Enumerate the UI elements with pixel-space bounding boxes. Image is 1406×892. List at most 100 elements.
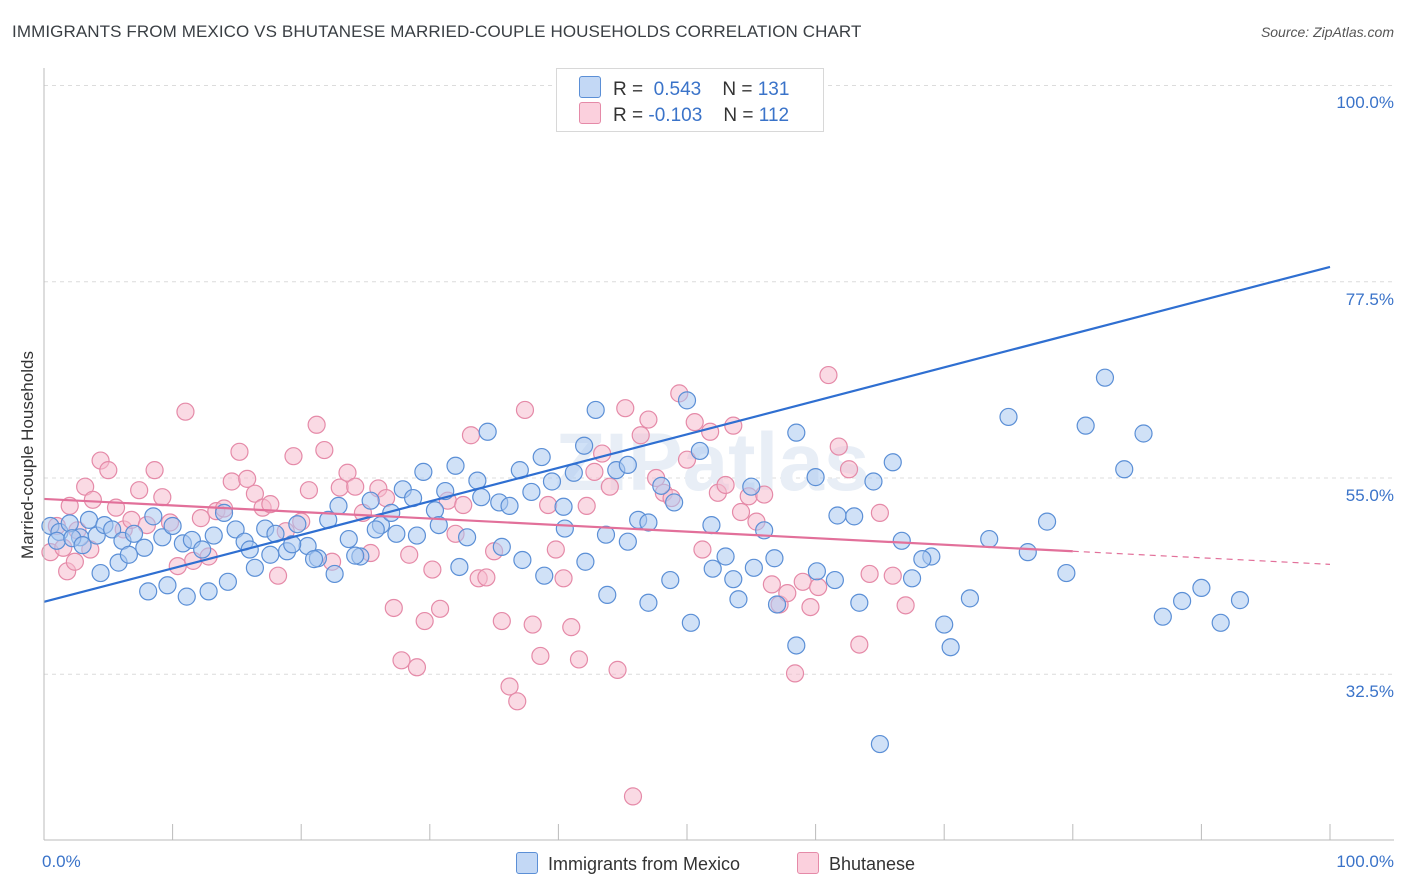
- legend-row-mexico: R = 0.543 N = 131: [579, 76, 789, 100]
- mexico-point-100: [158, 576, 177, 595]
- legend-swatch-mexico: [579, 76, 601, 98]
- bhutanese-point-70: [577, 496, 596, 516]
- bhutanese-point-104: [850, 635, 869, 654]
- mexico-point-84: [1076, 416, 1095, 435]
- mexico-point-130: [787, 636, 806, 655]
- y-tick-label-0: 100.0%: [1336, 93, 1394, 113]
- mexico-point-95: [73, 536, 92, 555]
- bhutanese-point-30: [268, 566, 288, 585]
- bhutanese-point-65: [539, 495, 558, 515]
- bhutanese-point-107: [883, 566, 902, 585]
- mexico-point-93: [47, 531, 66, 550]
- y-axis-title: Married-couple Households: [18, 351, 37, 559]
- bhutanese-point-64: [531, 646, 550, 666]
- legend-swatch-mexico-bottom: [516, 852, 538, 874]
- bhutanese-point-108: [896, 596, 915, 615]
- trend-lines: [43, 265, 1331, 603]
- stats-legend: R = 0.543 N = 131 R = -0.103 N = 112: [556, 68, 824, 132]
- mexico-point-51: [564, 463, 583, 482]
- bhutanese-point-78: [639, 410, 658, 429]
- bhutanese-point-49: [415, 611, 434, 631]
- bhutanese-point-110: [65, 552, 84, 571]
- mexico-point-58: [639, 513, 658, 532]
- bhutanese-point-15: [153, 488, 172, 507]
- bhutanese-point-73: [600, 477, 619, 496]
- mexico-point-64: [716, 547, 735, 566]
- mexico-point-70: [806, 468, 825, 487]
- mexico-point-61: [677, 391, 697, 410]
- bhutanese-point-57: [477, 568, 496, 587]
- mexico-r-value: 0.543: [653, 79, 702, 100]
- bhutanese-point-40: [346, 477, 365, 496]
- mexico-point-85: [1095, 368, 1115, 387]
- mexico-point-101: [177, 587, 196, 606]
- mexico-point-126: [702, 515, 721, 535]
- mexico-point-56: [618, 455, 637, 475]
- mexico-point-60: [665, 493, 684, 512]
- mexico-point-12: [153, 528, 172, 547]
- bhutanese-n-value: 112: [758, 105, 790, 126]
- mexico-point-52: [575, 436, 594, 455]
- bhutanese-point-48: [407, 658, 427, 677]
- mexico-point-128: [744, 558, 763, 577]
- mexico-point-66: [742, 477, 761, 496]
- mexico-point-87: [1134, 424, 1153, 443]
- mexico-point-102: [199, 582, 218, 601]
- source-label[interactable]: Source: ZipAtlas.com: [1260, 24, 1394, 40]
- mexico-point-45: [500, 496, 519, 516]
- mexico-point-105: [261, 545, 280, 564]
- bhutanese-point-25: [230, 442, 249, 461]
- bhutanese-point-35: [307, 415, 326, 434]
- mexico-point-82: [1037, 512, 1057, 531]
- mexico-points: [41, 368, 1250, 754]
- legend-item-mexico[interactable]: Immigrants from Mexico: [516, 852, 740, 875]
- mexico-point-113: [429, 515, 448, 535]
- bhutanese-point-74: [608, 660, 627, 679]
- bhutanese-point-84: [685, 413, 704, 432]
- mexico-point-68: [767, 595, 787, 614]
- bhutanese-point-98: [793, 572, 812, 591]
- mexico-point-83: [1057, 563, 1076, 583]
- bhutanese-point-71: [585, 462, 604, 481]
- mexico-point-59: [652, 476, 671, 495]
- mexico-point-21: [245, 558, 265, 577]
- mexico-point-43: [478, 422, 497, 441]
- mexico-point-109: [346, 546, 365, 565]
- legend-item-bhutanese[interactable]: Bhutanese: [797, 852, 915, 875]
- mexico-point-50: [554, 497, 573, 516]
- mexico-point-17: [204, 526, 223, 545]
- mexico-point-71: [825, 570, 844, 590]
- mexico-point-131: [807, 562, 826, 581]
- bhutanese-point-67: [554, 569, 573, 588]
- bhutanese-point-61: [508, 692, 527, 711]
- bhutanese-point-90: [731, 502, 751, 522]
- bhutanese-trend-line: [43, 497, 1073, 553]
- bhutanese-point-51: [430, 599, 450, 618]
- bhutanese-point-20: [191, 509, 210, 528]
- mexico-point-80: [999, 407, 1018, 427]
- bhutanese-point-24: [222, 472, 241, 491]
- bhutanese-point-72: [593, 444, 612, 463]
- mexico-trend-line: [43, 265, 1331, 603]
- bhutanese-point-50: [423, 560, 442, 579]
- bhutanese-point-12: [130, 481, 149, 500]
- mexico-point-63: [703, 559, 722, 578]
- bhutanese-point-83: [677, 450, 697, 469]
- mexico-point-73: [864, 472, 883, 491]
- bhutanese-point-97: [785, 664, 805, 683]
- bhutanese-point-102: [829, 437, 848, 456]
- mexico-point-65: [729, 590, 748, 609]
- mexico-point-62: [690, 441, 709, 461]
- mexico-point-25: [288, 515, 307, 534]
- bhutanese-point-45: [384, 598, 403, 618]
- bhutanese-point-63: [523, 615, 542, 634]
- bhutanese-point-8: [99, 461, 118, 480]
- legend-swatch-bhutanese: [579, 102, 601, 124]
- mexico-point-81: [1018, 543, 1037, 562]
- mexico-point-16: [193, 540, 212, 559]
- mexico-point-114: [450, 557, 469, 577]
- bhutanese-point-88: [716, 475, 735, 495]
- bhutanese-point-32: [284, 447, 303, 466]
- mexico-point-41: [457, 528, 477, 547]
